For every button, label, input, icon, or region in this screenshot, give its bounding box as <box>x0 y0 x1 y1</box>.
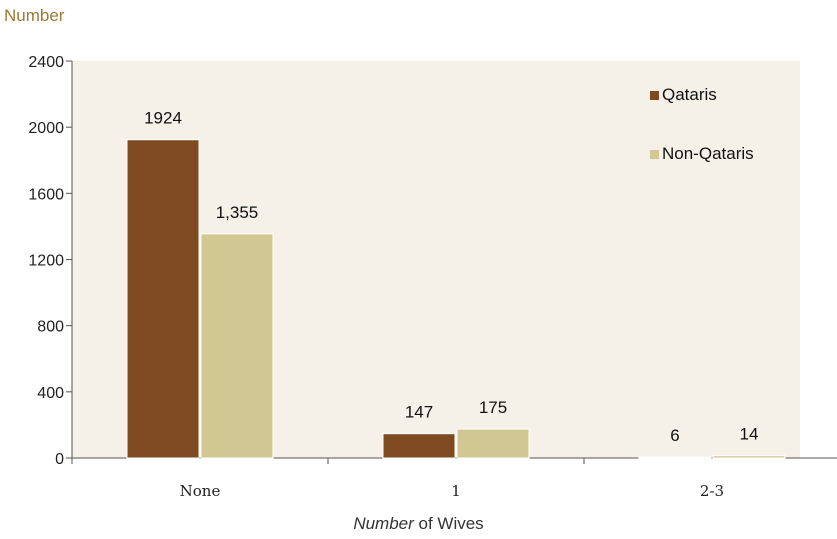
bar-non-qataris <box>712 455 786 459</box>
x-axis: None 1 2-3 <box>71 457 837 500</box>
x-tick-label: 2-3 <box>700 482 724 500</box>
bar-non-qataris <box>200 233 274 459</box>
y-axis: 0 400 800 1200 1600 2000 2400 <box>28 54 73 468</box>
legend-label: Non-Qataris <box>662 144 754 163</box>
bar-qataris <box>126 139 200 459</box>
legend-swatch <box>650 150 659 159</box>
x-tick-label: 1 <box>451 482 461 500</box>
y-tick-label: 2400 <box>28 54 64 71</box>
bar-qataris <box>382 433 456 459</box>
bar-value-label: 175 <box>479 398 507 417</box>
y-tick-label: 1200 <box>28 253 64 270</box>
bar-value-label: 1924 <box>144 109 182 128</box>
bar-non-qataris <box>456 428 530 459</box>
legend-swatch <box>650 91 659 100</box>
y-tick-label: 800 <box>37 319 64 336</box>
bar-value-label: 14 <box>740 425 759 444</box>
y-axis-title: Number <box>4 6 65 25</box>
x-tick-label: None <box>180 482 221 500</box>
y-tick-label: 400 <box>37 385 64 402</box>
bar-value-label: 6 <box>670 426 679 445</box>
legend-label: Qataris <box>662 85 717 104</box>
bar-value-label: 1,355 <box>216 203 259 222</box>
x-axis-title-italic: Number <box>353 514 414 533</box>
bar-value-label: 147 <box>405 403 433 422</box>
legend: Qataris Non-Qataris <box>650 85 754 163</box>
bar-qataris <box>638 456 712 459</box>
y-tick-label: 0 <box>55 451 64 468</box>
y-tick-label: 2000 <box>28 120 64 137</box>
y-tick-label: 1600 <box>28 186 64 203</box>
x-axis-title-rest: of Wives <box>413 514 484 533</box>
bars-group: 1924 1,355 147 175 6 14 <box>126 109 786 459</box>
x-axis-title: Number of Wives <box>0 514 837 534</box>
